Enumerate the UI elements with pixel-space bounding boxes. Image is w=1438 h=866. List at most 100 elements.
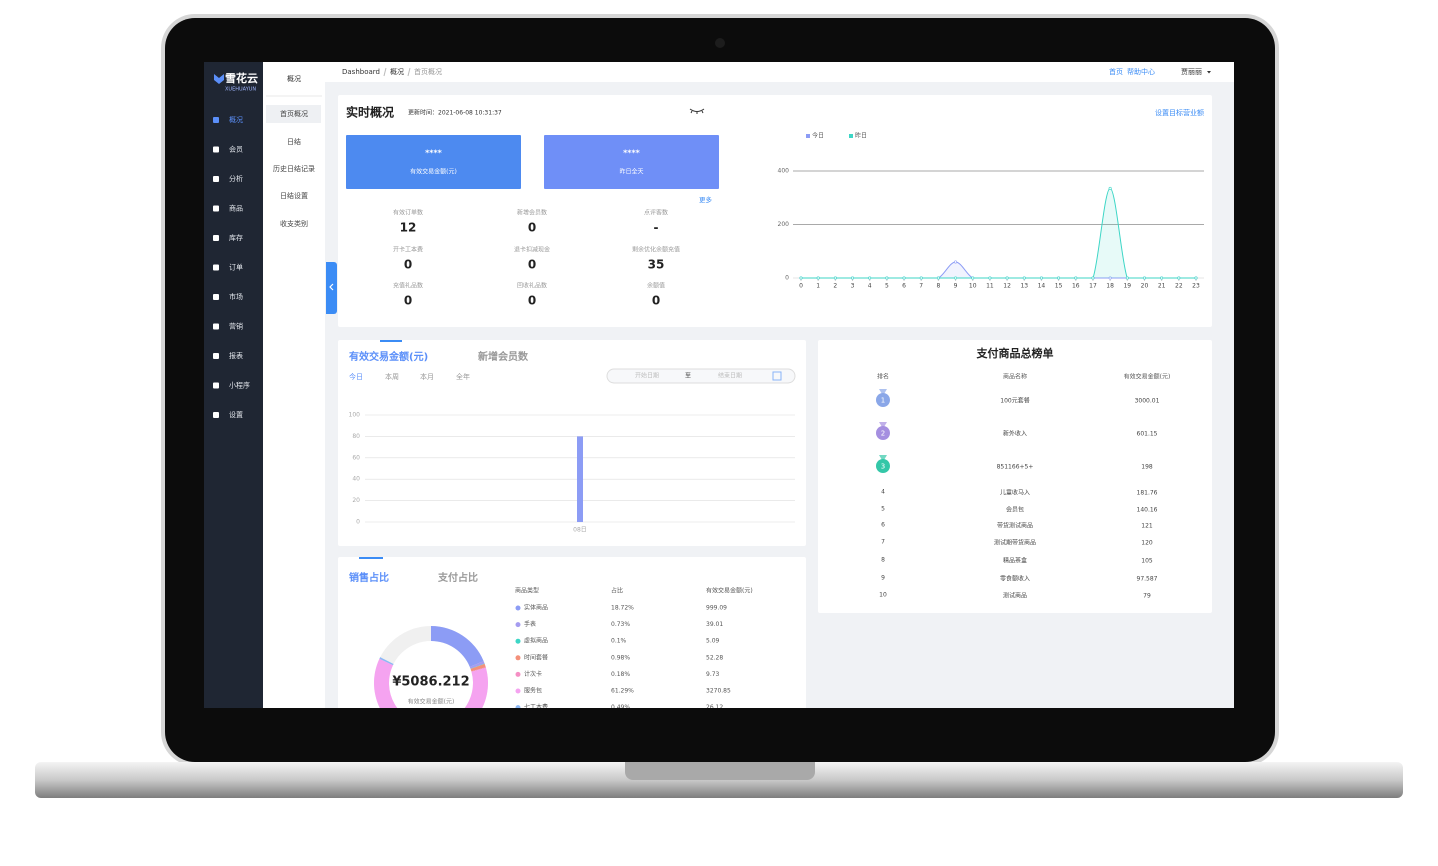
target-link[interactable]: 设置目标营业额	[1155, 108, 1204, 117]
card-title: 实时概况	[346, 105, 394, 120]
share-value: 18.72%	[611, 605, 634, 612]
top-link[interactable]: 帮助中心	[1127, 67, 1155, 76]
x-tick-label: 23	[1192, 283, 1200, 290]
more-link[interactable]: 更多	[699, 195, 713, 204]
filter[interactable]: 本月	[420, 372, 434, 381]
legend-dot	[515, 688, 521, 694]
menu-item[interactable]: 会员	[229, 145, 243, 154]
amount-value: 5.09	[706, 638, 720, 645]
tab[interactable]: 新增会员数	[478, 350, 529, 363]
base-notch	[625, 762, 815, 780]
legend-dot	[515, 705, 521, 708]
legend-dot	[515, 671, 521, 677]
medal	[876, 393, 890, 407]
rank: 4	[881, 489, 885, 496]
product-name: 精品茶盒	[1003, 557, 1027, 565]
x-tick-label: 13	[1020, 283, 1028, 290]
amount-value: 39.01	[706, 621, 723, 628]
menu-item[interactable]: 概况	[229, 115, 243, 124]
menu-item[interactable]: 营销	[229, 322, 243, 331]
menu-item[interactable]: 报表	[229, 351, 243, 360]
menu-item[interactable]: 分析	[229, 174, 243, 183]
menu-item[interactable]: 商品	[229, 204, 243, 213]
menu-icon	[213, 235, 219, 241]
category-name: 计次卡	[524, 670, 542, 678]
product-name: 零食额收入	[1000, 575, 1030, 583]
logo-subtext: XUEHUAYUN	[225, 87, 256, 93]
user-name[interactable]: 贾丽丽	[1181, 68, 1202, 76]
date-range[interactable]	[606, 368, 796, 384]
subnav-active-bg	[266, 105, 321, 123]
filter[interactable]: 今日	[349, 372, 363, 381]
donut-segment	[379, 657, 394, 666]
donut-segment	[470, 663, 485, 669]
line-point	[919, 276, 923, 280]
table-header: 商品名称	[1003, 373, 1027, 381]
bar	[577, 436, 583, 522]
stat-value: -	[654, 221, 659, 235]
category-name: 时间套餐	[524, 653, 548, 661]
amount-value: 26.12	[706, 704, 723, 711]
stat-value: 0	[528, 258, 536, 272]
subnav-item[interactable]: 历史日结记录	[273, 164, 315, 173]
menu-icon	[213, 294, 219, 300]
medal	[876, 426, 890, 440]
breadcrumb-item[interactable]: Dashboard	[342, 68, 380, 76]
menu-item[interactable]: 订单	[229, 263, 243, 272]
summary-card	[346, 135, 521, 189]
user-caret	[1207, 71, 1211, 74]
menu-item[interactable]: 小程序	[229, 381, 250, 390]
subnav-title: 概况	[287, 74, 301, 83]
eye-icon[interactable]	[689, 108, 705, 114]
card	[338, 557, 806, 708]
filter[interactable]: 全年	[456, 372, 470, 381]
card	[338, 340, 806, 546]
breadcrumb-item[interactable]: 概况	[390, 67, 404, 76]
menu-item[interactable]: 设置	[229, 410, 243, 419]
y-tick-label: 40	[352, 476, 360, 483]
tab[interactable]: 有效交易金额(元)	[349, 350, 428, 363]
line-point	[1022, 276, 1026, 280]
card-title: 支付商品总榜单	[976, 346, 1054, 360]
product-name: 851166+5+	[997, 464, 1034, 471]
summary-label: 有效交易金额(元)	[410, 168, 457, 176]
menu-icon	[213, 176, 219, 182]
legend-label[interactable]: 昨日	[855, 132, 867, 140]
x-tick-label: 2	[833, 283, 837, 290]
stat-value: 0	[652, 294, 660, 308]
medal-ribbon	[879, 455, 887, 460]
stat-label: 充值礼品数	[393, 282, 423, 290]
line-point	[988, 276, 992, 280]
subnav-item[interactable]: 日结	[287, 137, 301, 146]
subnav-item[interactable]: 收支类别	[280, 219, 308, 228]
line-point	[954, 260, 958, 264]
table-header: 占比	[611, 587, 623, 595]
stat-label: 回收礼品数	[517, 282, 547, 290]
top-link[interactable]: 首页	[1109, 67, 1123, 76]
x-tick-label: 19	[1123, 283, 1131, 290]
category-name: 七工本费	[524, 703, 548, 711]
date-start: 开始日期	[635, 372, 659, 380]
stat-value: 0	[404, 294, 412, 308]
filter[interactable]: 本周	[385, 372, 399, 381]
subnav-item[interactable]: 日结设置	[280, 191, 308, 200]
menu-item[interactable]: 市场	[229, 292, 243, 301]
share-value: 0.18%	[611, 671, 630, 678]
summary-value: ****	[425, 149, 443, 158]
amount: 79	[1143, 593, 1151, 600]
product-name: 测试期带货商品	[994, 539, 1036, 547]
breadcrumb-separator	[383, 67, 387, 77]
tab[interactable]: 销售占比	[349, 571, 389, 584]
amount-value: 999.09	[706, 605, 727, 612]
subnav-item[interactable]: 首页概况	[280, 109, 308, 118]
rank: 3	[881, 463, 885, 471]
menu-item[interactable]: 库存	[229, 233, 243, 242]
tab[interactable]: 支付占比	[437, 571, 478, 584]
legend-swatch	[849, 134, 853, 138]
line-point	[1108, 186, 1112, 190]
legend-label[interactable]: 今日	[812, 132, 824, 140]
share-value: 0.73%	[611, 621, 630, 628]
x-tick-label: 8	[936, 283, 940, 290]
